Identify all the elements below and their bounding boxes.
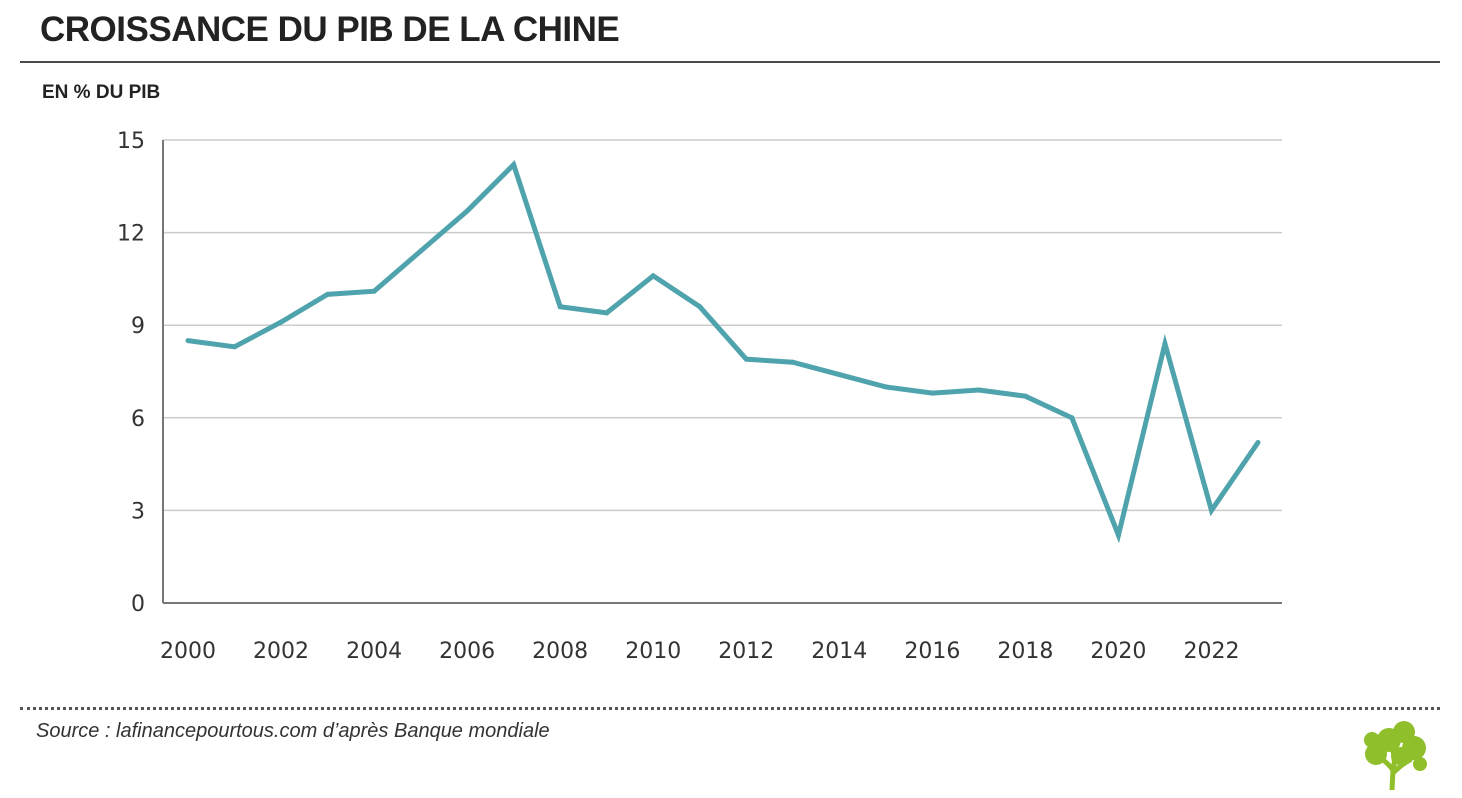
x-tick-labels: 2000 2002 2004 2006 2008 2010 2012 2014 2016 2018… xyxy=(160,639,1239,664)
data-point xyxy=(743,356,749,362)
data-point xyxy=(836,372,842,378)
logo-leaf xyxy=(1413,757,1427,771)
y-tick-labels: 0 3 6 9 12 15 xyxy=(117,129,145,617)
data-point xyxy=(278,319,284,325)
series-line xyxy=(187,160,1261,544)
data-point xyxy=(371,288,377,294)
axes xyxy=(162,140,1282,604)
series xyxy=(185,160,1261,544)
x-tick-label: 2022 xyxy=(1183,639,1239,664)
x-tick-label: 2012 xyxy=(718,639,774,664)
data-point xyxy=(185,338,191,344)
x-tick-label: 2016 xyxy=(904,639,960,664)
x-tick-label: 2020 xyxy=(1090,639,1146,664)
data-point xyxy=(464,208,470,214)
data-point xyxy=(650,273,656,279)
data-point xyxy=(1069,415,1075,421)
source-note: Source : lafinancepourtous.com d’après B… xyxy=(36,720,550,742)
y-tick-label: 9 xyxy=(131,314,145,339)
data-point xyxy=(697,304,703,310)
x-tick-label: 2002 xyxy=(253,639,309,664)
x-tick-label: 2000 xyxy=(160,639,216,664)
y-tick-label: 3 xyxy=(131,499,145,524)
data-point xyxy=(511,162,517,168)
unit-label: EN % DU PIB xyxy=(42,82,161,103)
logo-leaf xyxy=(1391,747,1409,765)
data-point xyxy=(232,344,238,350)
y-tick-label: 12 xyxy=(117,222,145,247)
data-point xyxy=(1162,341,1168,347)
gridlines xyxy=(163,139,1282,512)
y-tick-label: 15 xyxy=(117,129,145,154)
data-point xyxy=(883,384,889,390)
tree-logo-icon xyxy=(1364,721,1427,790)
footer-divider xyxy=(20,707,1440,710)
data-point xyxy=(325,291,331,297)
data-point xyxy=(1022,393,1028,399)
chart-title: CROISSANCE DU PIB DE LA CHINE xyxy=(40,10,620,49)
data-point xyxy=(790,359,796,365)
data-point xyxy=(418,248,424,254)
y-tick-label: 6 xyxy=(131,407,145,432)
data-point xyxy=(557,304,563,310)
data-point xyxy=(1255,439,1261,445)
logo-leaf xyxy=(1364,732,1380,748)
data-point xyxy=(976,387,982,393)
y-tick-label: 0 xyxy=(131,592,145,617)
data-point xyxy=(929,390,935,396)
data-point xyxy=(1208,507,1214,513)
data-point xyxy=(604,310,610,316)
x-tick-label: 2006 xyxy=(439,639,495,664)
x-tick-label: 2004 xyxy=(346,639,402,664)
title-divider xyxy=(20,61,1440,63)
line-chart: 0 3 6 9 12 15 2000 2002 2004 2006 2008 2010 2012 201… xyxy=(117,129,1282,664)
data-point xyxy=(1115,532,1121,538)
x-tick-label: 2008 xyxy=(532,639,588,664)
x-tick-label: 2018 xyxy=(997,639,1053,664)
x-tick-label: 2010 xyxy=(625,639,681,664)
x-tick-label: 2014 xyxy=(811,639,867,664)
